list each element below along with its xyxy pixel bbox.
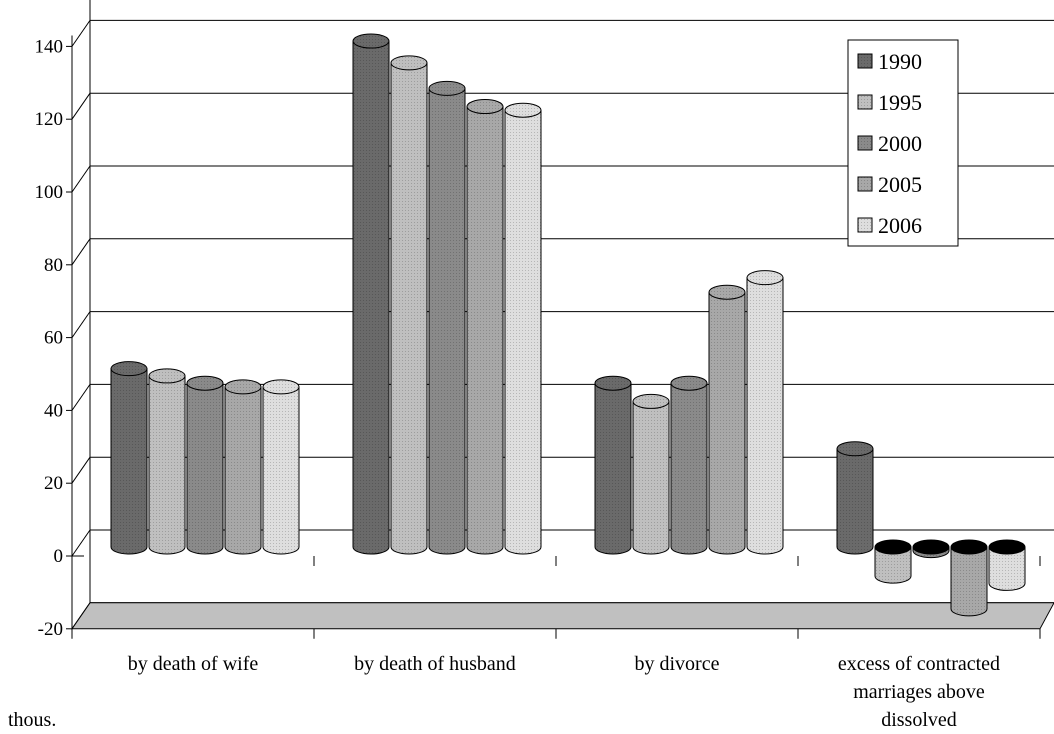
floor [71,602,1054,630]
y-tick-label: 40 [44,400,63,421]
side-wall-line [71,238,91,266]
bar [148,368,186,555]
x-category-label: by death of husband [354,653,516,675]
legend-label: 2006 [878,213,922,238]
y-tick-label: 100 [35,182,64,203]
side-wall-line [71,456,91,484]
y-tick-label: 0 [54,546,64,567]
bar [632,393,670,555]
bar [224,379,262,555]
legend: 1990 1995 2000 2005 2006 [847,39,959,247]
side-wall-line [71,165,91,193]
bar [110,361,148,555]
bar [390,55,428,555]
legend-label: 2005 [878,172,922,197]
y-tick-label: 80 [44,255,63,276]
unit-label: thous. [8,709,56,731]
bar [746,270,784,555]
bar [988,539,1026,591]
side-wall-line [71,20,91,47]
y-tick-label: -20 [38,619,63,640]
legend-label: 1990 [878,49,922,74]
bar [352,33,390,555]
legend-label: 1995 [878,90,922,115]
side-wall-line [71,311,91,338]
y-tick-label: 60 [44,328,63,349]
y-tick-label: 20 [44,473,63,494]
x-category-label: by death of wife [128,653,259,675]
bar [594,375,632,555]
bar [836,441,874,555]
bar [428,80,466,555]
y-tick-label: 140 [35,36,64,57]
y-tick-label: 120 [35,109,64,130]
bar [912,539,950,559]
bar [874,539,912,584]
side-wall-line [71,92,91,120]
bar [466,99,504,555]
bar [186,375,224,555]
bar [950,539,988,617]
bar [504,102,542,555]
bar [670,375,708,555]
bar [708,284,746,555]
x-category-label: by divorce [635,653,720,675]
legend-label: 2000 [878,131,922,156]
side-wall-line [71,529,91,557]
bar [262,379,300,555]
x-category-label: excess of contracted marriages above disso… [838,653,1000,731]
side-wall-line [71,384,91,411]
